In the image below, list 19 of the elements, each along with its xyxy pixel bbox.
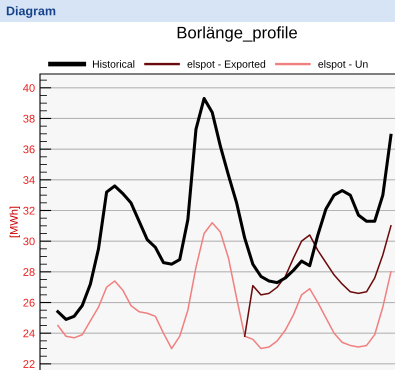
y-tick-label: 32 (23, 206, 35, 215)
line-series (57, 222, 392, 350)
y-tick-label: 22 (23, 360, 35, 368)
y-axis-title: [MWh] (10, 206, 20, 238)
line-series (56, 97, 392, 321)
legend-label: Historical (92, 60, 134, 68)
y-tick-label: 28 (23, 268, 35, 276)
y-tick-label: 34 (23, 176, 35, 184)
legend-label: elspot - Exported (187, 60, 266, 70)
chart-title: Borlänge_profile (178, 26, 297, 42)
y-tick-label: 38 (23, 114, 35, 123)
y-tick-label: 26 (23, 298, 35, 307)
y-tick-label: 36 (23, 145, 35, 154)
legend-label: elspot - Un (318, 60, 368, 70)
y-tick-label: 30 (23, 237, 35, 246)
y-tick-label: 40 (23, 84, 35, 92)
line-series (244, 225, 392, 338)
y-tick-label: 24 (23, 329, 35, 338)
text: Diagram (6, 6, 56, 18)
